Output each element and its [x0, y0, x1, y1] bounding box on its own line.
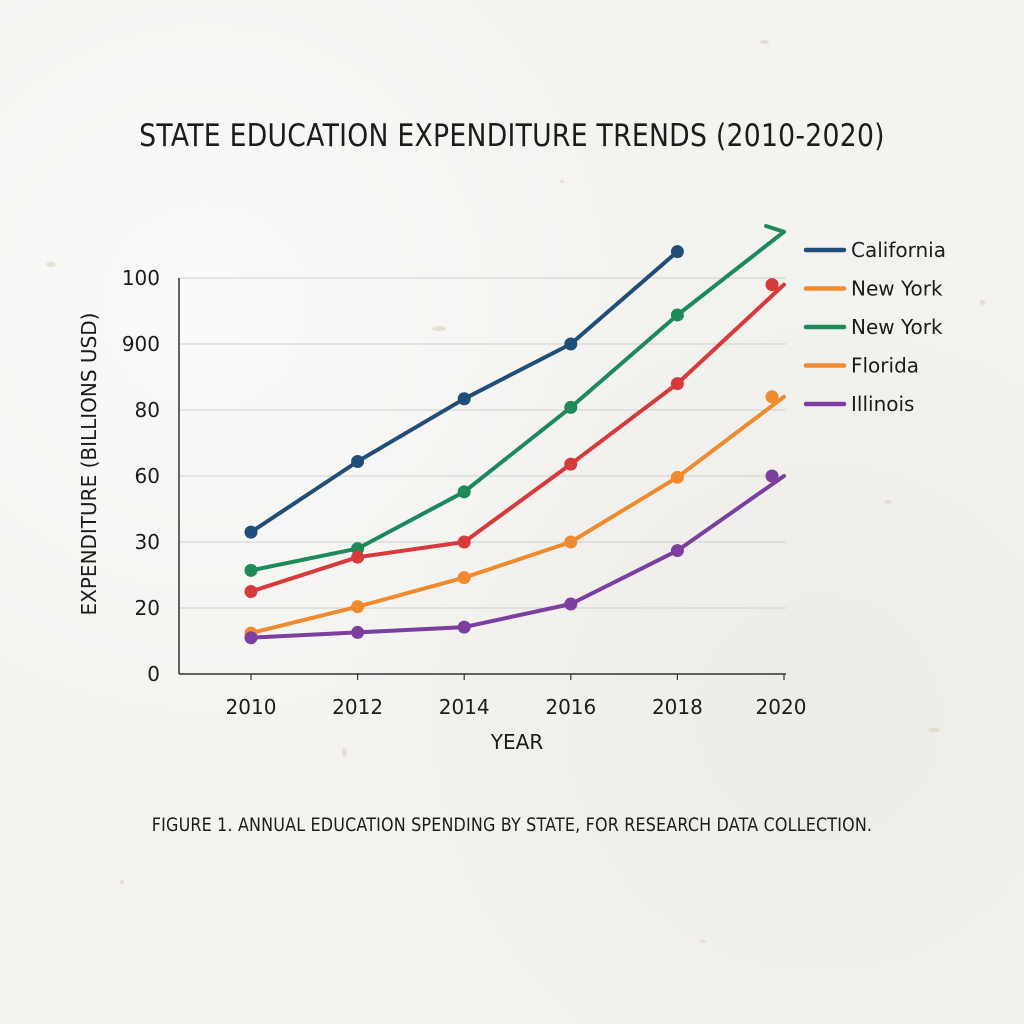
legend-label: New York — [851, 277, 943, 301]
data-point — [351, 600, 365, 614]
paper-fleck — [884, 500, 892, 504]
data-point — [564, 337, 578, 351]
y-tick-label: 60 — [135, 464, 160, 488]
series-new-york — [244, 224, 786, 577]
paper-fleck — [980, 300, 985, 305]
y-tick-label: 0 — [147, 662, 160, 686]
data-point — [244, 525, 258, 539]
legend: California New York New York Florida Illinoi… — [803, 238, 946, 416]
legend-item: Illinois — [803, 392, 914, 416]
paper-fleck — [432, 326, 446, 331]
series-florida — [244, 390, 786, 640]
y-tick-labels: 0 20 30 60 80 900 100 — [122, 266, 160, 686]
data-point — [765, 278, 779, 292]
legend-label: Florida — [851, 354, 919, 378]
data-point — [564, 400, 578, 414]
data-point — [457, 485, 471, 499]
x-tick-labels: 2010 2012 2014 2016 2018 2020 — [226, 674, 807, 719]
series-line — [249, 474, 786, 640]
legend-item: New York — [803, 315, 943, 339]
legend-item: New York — [803, 277, 943, 301]
paper-fleck — [46, 262, 56, 267]
y-tick-label: 30 — [135, 530, 160, 554]
gridlines — [179, 277, 786, 609]
series-illinois — [244, 469, 786, 645]
x-tick-label: 2012 — [332, 695, 383, 719]
x-tick-label: 2016 — [545, 695, 596, 719]
data-point — [457, 620, 471, 634]
series-line — [249, 282, 786, 594]
series-line — [249, 394, 786, 636]
axes — [178, 278, 786, 675]
data-point — [670, 245, 684, 259]
data-point — [765, 469, 779, 483]
data-point — [670, 308, 684, 322]
legend-label: California — [851, 238, 946, 262]
figure-caption: FIGURE 1. ANNUAL EDUCATION SPENDING BY S… — [151, 814, 873, 836]
series-new-york — [244, 278, 786, 598]
data-point — [564, 535, 578, 549]
y-tick-label: 80 — [135, 398, 160, 422]
paper-fleck — [120, 880, 124, 884]
y-axis-label: EXPENDITURE (BILLIONS USD) — [77, 313, 101, 616]
data-point — [670, 544, 684, 558]
paper-fleck — [760, 40, 769, 44]
x-axis-label: YEAR — [490, 730, 544, 754]
data-point — [244, 631, 258, 645]
data-point — [765, 390, 779, 404]
data-point — [351, 454, 365, 468]
x-tick-label: 2020 — [756, 695, 807, 719]
legend-item: Florida — [803, 354, 919, 378]
series-group — [244, 224, 786, 645]
paper-fleck — [700, 940, 706, 943]
data-point — [670, 377, 684, 391]
paper-fleck — [560, 180, 564, 183]
data-point — [564, 457, 578, 471]
legend-label: Illinois — [851, 392, 914, 416]
paper-fleck — [342, 748, 347, 757]
y-tick-label: 20 — [135, 596, 160, 620]
series-california — [244, 245, 684, 539]
data-point — [351, 625, 365, 639]
chart-title: STATE EDUCATION EXPENDITURE TRENDS (2010… — [139, 118, 885, 154]
data-point — [457, 535, 471, 549]
x-tick-label: 2014 — [439, 695, 490, 719]
data-point — [670, 470, 684, 484]
x-tick-label: 2010 — [226, 695, 277, 719]
y-tick-label: 100 — [122, 266, 160, 290]
data-point — [457, 392, 471, 406]
data-point — [564, 597, 578, 611]
data-point — [244, 563, 258, 577]
data-point — [457, 571, 471, 585]
data-point — [244, 585, 258, 598]
legend-item: California — [803, 238, 946, 262]
paper-fleck — [928, 728, 940, 732]
data-point — [351, 550, 365, 564]
legend-label: New York — [851, 315, 943, 339]
x-tick-label: 2018 — [652, 695, 703, 719]
y-tick-label: 900 — [122, 332, 160, 356]
